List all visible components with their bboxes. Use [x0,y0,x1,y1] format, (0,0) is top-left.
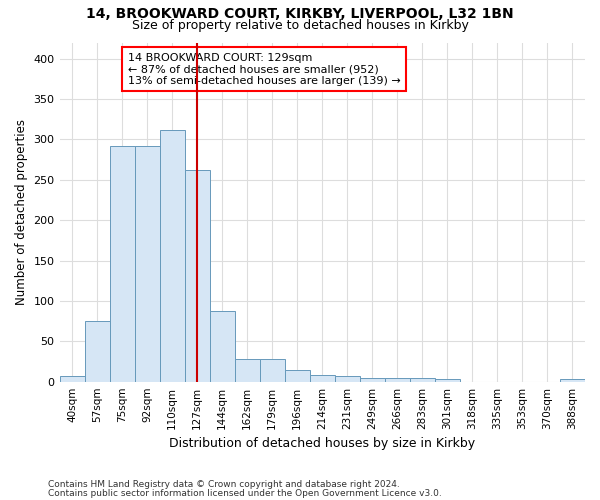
Bar [185,170,209,382]
Bar [360,378,385,382]
X-axis label: Distribution of detached houses by size in Kirkby: Distribution of detached houses by size … [169,437,475,450]
Bar [160,130,185,382]
Bar [560,380,585,382]
Bar [435,380,460,382]
Bar [85,321,110,382]
Bar [260,359,285,382]
Text: 14 BROOKWARD COURT: 129sqm
← 87% of detached houses are smaller (952)
13% of sem: 14 BROOKWARD COURT: 129sqm ← 87% of deta… [128,52,401,86]
Bar [285,370,310,382]
Bar [209,312,235,382]
Bar [410,378,435,382]
Bar [59,376,85,382]
Text: Contains HM Land Registry data © Crown copyright and database right 2024.: Contains HM Land Registry data © Crown c… [48,480,400,489]
Text: 14, BROOKWARD COURT, KIRKBY, LIVERPOOL, L32 1BN: 14, BROOKWARD COURT, KIRKBY, LIVERPOOL, … [86,8,514,22]
Bar [335,376,360,382]
Text: Size of property relative to detached houses in Kirkby: Size of property relative to detached ho… [131,19,469,32]
Bar [385,378,410,382]
Bar [110,146,134,382]
Bar [235,359,260,382]
Bar [310,375,335,382]
Text: Contains public sector information licensed under the Open Government Licence v3: Contains public sector information licen… [48,488,442,498]
Y-axis label: Number of detached properties: Number of detached properties [15,119,28,305]
Bar [134,146,160,382]
